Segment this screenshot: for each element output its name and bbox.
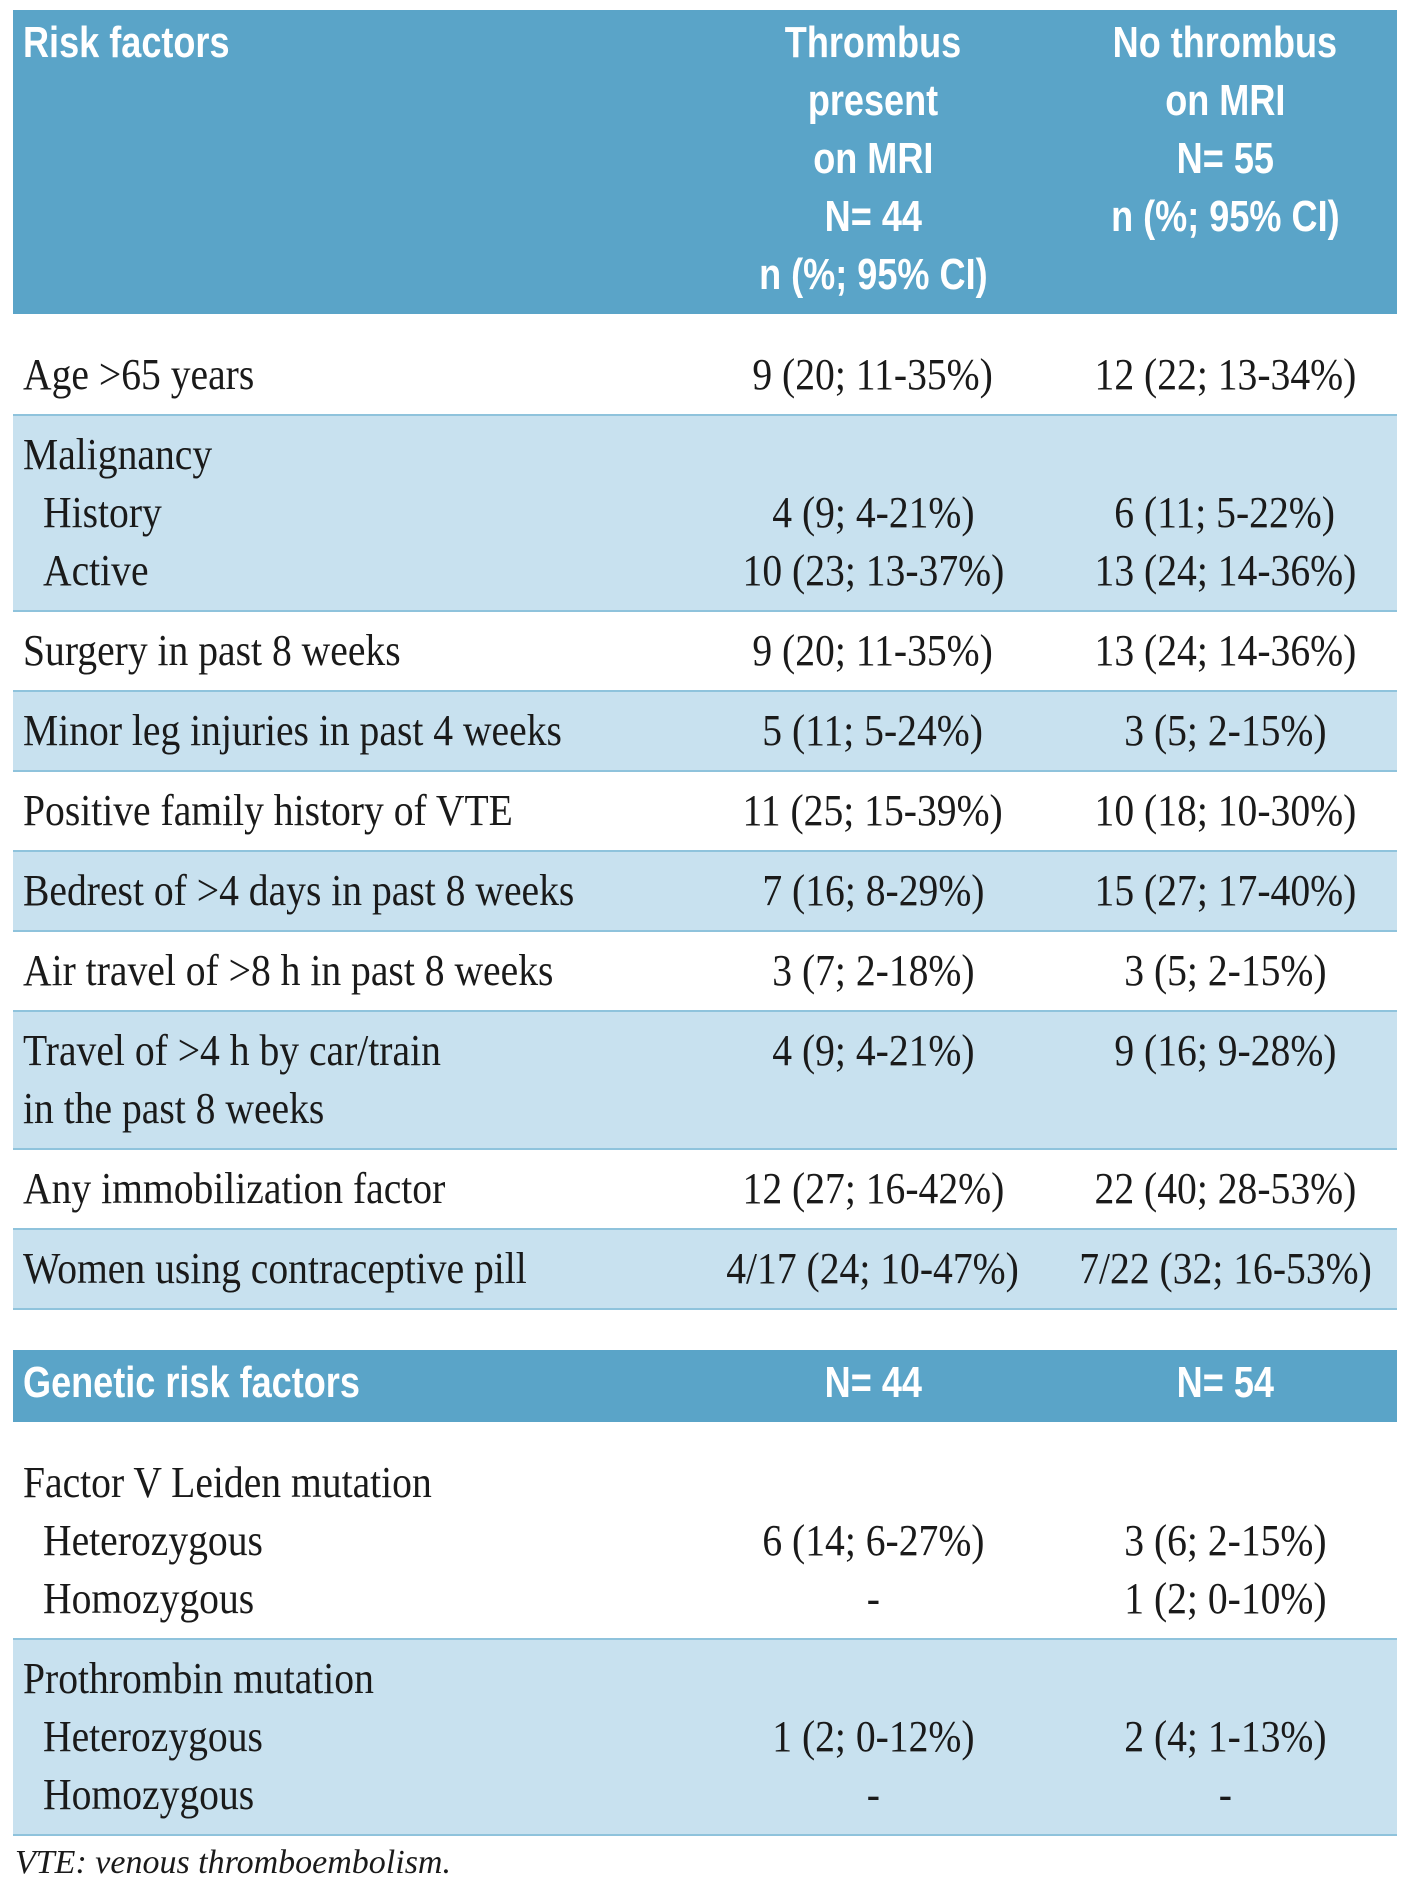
header-row: Genetic risk factors N= 44 N= 54 <box>13 1350 1397 1422</box>
table-row: Any immobilization factor 12 (27; 16-42%)… <box>13 1149 1397 1230</box>
row-value: 9 (16; 9-28%) <box>1053 1011 1397 1150</box>
row-value: 12 (27; 16-42%) <box>693 1149 1053 1230</box>
table-row: Minor leg injuries in past 4 weeks 5 (11;… <box>13 691 1397 772</box>
row-value: 7 (16; 8-29%) <box>693 851 1053 932</box>
table-row: Bedrest of >4 days in past 8 weeks 7 (16;… <box>13 851 1397 932</box>
header-cell: No thrombus on MRI N= 55 n (%; 95% CI) <box>1053 10 1397 314</box>
row-label: Surgery in past 8 weeks <box>13 611 693 692</box>
row-label: Prothrombin mutation Heterozygous Homozygo… <box>13 1639 693 1836</box>
header-text: on MRI <box>812 134 934 183</box>
row-label: Age >65 years <box>13 336 693 416</box>
table-row: Malignancy History Active 4 (9; 4-21%) 10 (… <box>13 415 1397 612</box>
row-label: Factor V Leiden mutation Heterozygous Homo… <box>13 1444 693 1640</box>
header-text: N= 54 <box>1176 1358 1274 1407</box>
row-value: 7/22 (32; 16-53%) <box>1053 1229 1397 1310</box>
header-text: n (%; 95% CI) <box>758 250 988 299</box>
row-value: 3 (5; 2-15%) <box>1053 931 1397 1012</box>
table-risk-factors: Risk factors Thrombus present on MRI N= 44… <box>13 10 1397 1310</box>
header-text: No thrombus <box>1112 18 1338 67</box>
row-value: 3 (6; 2-15%) 1 (2; 0-10%) <box>1053 1444 1397 1640</box>
row-value: 6 (11; 5-22%) 13 (24; 14-36%) <box>1053 415 1397 612</box>
row-value: 11 (25; 15-39%) <box>693 771 1053 852</box>
row-label: Bedrest of >4 days in past 8 weeks <box>13 851 693 932</box>
header-cell: Thrombus present on MRI N= 44 n (%; 95% CI) <box>693 10 1053 314</box>
table-row: Prothrombin mutation Heterozygous Homozygo… <box>13 1639 1397 1836</box>
row-value: 6 (14; 6-27%) - <box>693 1444 1053 1640</box>
row-label: Malignancy History Active <box>13 415 693 612</box>
table-genetic-risk-factors: Genetic risk factors N= 44 N= 54 Factor … <box>13 1350 1397 1836</box>
row-value: 9 (20; 11-35%) <box>693 611 1053 692</box>
row-value: 13 (24; 14-36%) <box>1053 611 1397 692</box>
header-text: N= 44 <box>824 1358 922 1407</box>
row-value: 15 (27; 17-40%) <box>1053 851 1397 932</box>
row-label: Positive family history of VTE <box>13 771 693 852</box>
table-row: Positive family history of VTE 11 (25; 15… <box>13 771 1397 852</box>
risk-factor-table: Risk factors Thrombus present on MRI N= 44… <box>13 10 1397 1882</box>
row-value: 3 (7; 2-18%) <box>693 931 1053 1012</box>
table-row: Women using contraceptive pill 4/17 (24; … <box>13 1229 1397 1310</box>
header-text: Risk factors <box>23 18 230 67</box>
row-label: Travel of >4 h by car/train in the past 8… <box>13 1011 693 1150</box>
header-text: on MRI <box>1164 76 1286 125</box>
row-value: 4/17 (24; 10-47%) <box>693 1229 1053 1310</box>
row-value: 3 (5; 2-15%) <box>1053 691 1397 772</box>
row-value: 1 (2; 0-12%) - <box>693 1639 1053 1836</box>
table-row: Factor V Leiden mutation Heterozygous Homo… <box>13 1444 1397 1640</box>
table-row: Surgery in past 8 weeks 9 (20; 11-35%) 13 … <box>13 611 1397 692</box>
header-cell: N= 44 <box>693 1350 1053 1422</box>
row-label: Air travel of >8 h in past 8 weeks <box>13 931 693 1012</box>
row-value: 4 (9; 4-21%) <box>693 1011 1053 1150</box>
table-row: Travel of >4 h by car/train in the past 8… <box>13 1011 1397 1150</box>
row-value: 10 (18; 10-30%) <box>1053 771 1397 852</box>
header-cell: Risk factors <box>13 10 693 314</box>
row-label: Any immobilization factor <box>13 1149 693 1230</box>
row-label: Minor leg injuries in past 4 weeks <box>13 691 693 772</box>
row-value: 2 (4; 1-13%) - <box>1053 1639 1397 1836</box>
header-cell: N= 54 <box>1053 1350 1397 1422</box>
row-value: 12 (22; 13-34%) <box>1053 336 1397 416</box>
header-text: Genetic risk factors <box>23 1358 360 1407</box>
footnote: VTE: venous thromboembolism. <box>15 1844 451 1881</box>
row-label: Women using contraceptive pill <box>13 1229 693 1310</box>
header-text: n (%; 95% CI) <box>1110 192 1340 241</box>
row-value: 5 (11; 5-24%) <box>693 691 1053 772</box>
row-value: 22 (40; 28-53%) <box>1053 1149 1397 1230</box>
header-text: N= 44 <box>824 192 922 241</box>
header-cell: Genetic risk factors <box>13 1350 693 1422</box>
row-value: 4 (9; 4-21%) 10 (23; 13-37%) <box>693 415 1053 612</box>
header-text: Thrombus present <box>784 18 962 125</box>
table-row: Air travel of >8 h in past 8 weeks 3 (7; … <box>13 931 1397 1012</box>
row-value: 9 (20; 11-35%) <box>693 336 1053 416</box>
table-row: Age >65 years 9 (20; 11-35%) 12 (22; 13-34… <box>13 336 1397 416</box>
header-text: N= 55 <box>1176 134 1274 183</box>
header-row: Risk factors Thrombus present on MRI N= 44… <box>13 10 1397 314</box>
